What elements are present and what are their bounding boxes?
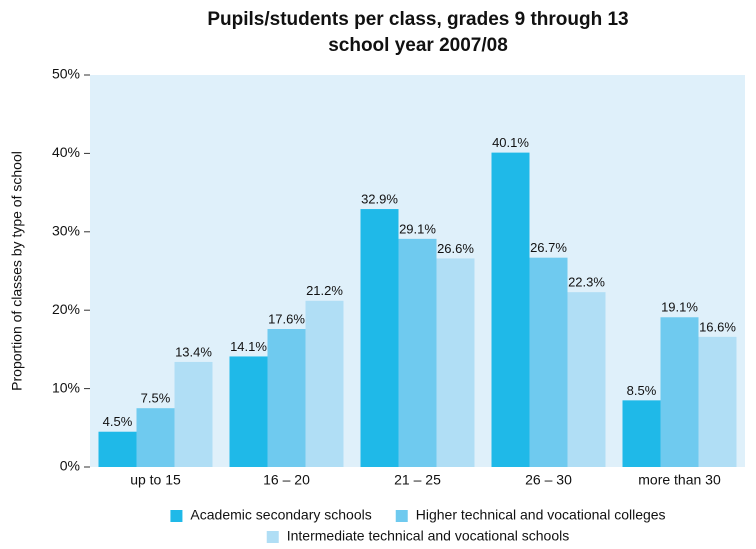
- value-label: 40.1%: [492, 135, 529, 150]
- x-tick-label: 16 – 20: [263, 472, 310, 488]
- x-tick-label: 21 – 25: [394, 472, 441, 488]
- y-tick-label: 20%: [52, 301, 80, 317]
- x-tick-label: more than 30: [638, 472, 721, 488]
- value-label: 17.6%: [268, 311, 305, 326]
- chart-title: Pupils/students per class, grades 9 thro…: [207, 9, 628, 30]
- value-label: 7.5%: [141, 391, 171, 406]
- value-label: 29.1%: [399, 221, 436, 236]
- bar: [174, 361, 213, 467]
- bar: [305, 300, 344, 467]
- y-tick-label: 0%: [60, 458, 80, 474]
- legend-swatch: [170, 510, 183, 522]
- x-tick-label: up to 15: [130, 472, 181, 488]
- legend-label: Intermediate technical and vocational sc…: [287, 528, 570, 544]
- bar: [136, 408, 175, 467]
- bar: [436, 258, 475, 467]
- value-label: 19.1%: [661, 300, 698, 315]
- value-label: 26.6%: [437, 241, 474, 256]
- bar: [98, 431, 137, 467]
- legend-label: Higher technical and vocational colleges: [416, 507, 666, 523]
- bar: [567, 292, 606, 467]
- bar: [267, 329, 306, 467]
- value-label: 14.1%: [230, 339, 267, 354]
- x-tick-label: 26 – 30: [525, 472, 572, 488]
- y-tick-label: 30%: [52, 223, 80, 239]
- value-label: 4.5%: [103, 414, 133, 429]
- value-label: 13.4%: [175, 344, 212, 359]
- value-label: 32.9%: [361, 192, 398, 207]
- y-axis-label: Proportion of classes by type of school: [9, 151, 25, 391]
- value-label: 26.7%: [530, 240, 567, 255]
- y-tick-label: 10%: [52, 379, 80, 395]
- bar: [360, 209, 399, 467]
- legend-swatch: [395, 510, 408, 522]
- bar: [622, 400, 661, 467]
- legend-label: Academic secondary schools: [190, 507, 371, 523]
- bar: [229, 356, 268, 467]
- chart-subtitle: school year 2007/08: [328, 35, 508, 56]
- value-label: 8.5%: [627, 383, 657, 398]
- bar: [491, 152, 530, 467]
- bar: [398, 238, 437, 467]
- y-tick-label: 40%: [52, 144, 80, 160]
- legend-swatch: [266, 531, 279, 543]
- y-tick-label: 50%: [52, 66, 80, 82]
- bar: [698, 336, 737, 467]
- value-label: 22.3%: [568, 275, 605, 290]
- bar: [529, 257, 568, 467]
- value-label: 21.2%: [306, 283, 343, 298]
- bar: [660, 317, 699, 467]
- value-label: 16.6%: [699, 319, 736, 334]
